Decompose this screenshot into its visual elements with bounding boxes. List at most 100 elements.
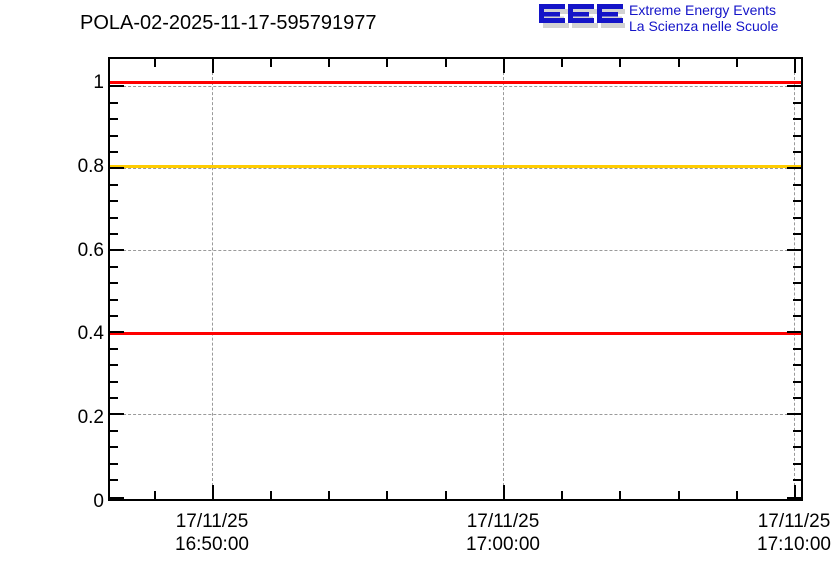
y-tick-minor-right — [793, 446, 801, 448]
y-tick-minor — [110, 135, 118, 137]
gridline-horizontal — [108, 168, 803, 169]
logo-line-1: Extreme Energy Events — [629, 2, 777, 18]
plot-area — [108, 57, 803, 501]
y-tick-major-right — [787, 249, 801, 251]
x-tick-label-3: 17/11/25 17:10:00 — [714, 510, 836, 556]
x-tick-minor — [736, 491, 738, 499]
y-tick-minor-right — [793, 397, 801, 399]
x-tick-minor-top — [619, 59, 621, 67]
threshold-line-upper — [108, 81, 803, 84]
y-tick-minor-right — [793, 118, 801, 120]
y-tick-minor — [110, 233, 118, 235]
y-tick-minor — [110, 397, 118, 399]
y-axis-tick-labels: 0 0.2 0.4 0.6 0.8 1 — [38, 57, 104, 511]
y-tick-minor — [110, 118, 118, 120]
y-tick-major — [110, 331, 124, 333]
y-tick-major — [110, 497, 124, 499]
y-tick-major — [110, 249, 124, 251]
x-tick-minor — [386, 491, 388, 499]
gridline-vertical — [794, 57, 795, 501]
axis-line-top — [108, 57, 803, 59]
x-tick-minor-top — [328, 59, 330, 67]
y-tick-minor — [110, 266, 118, 268]
y-tick-minor-right — [793, 102, 801, 104]
y-tick-minor-right — [793, 184, 801, 186]
x-tick-minor-top — [445, 59, 447, 67]
y-tick-minor-right — [793, 266, 801, 268]
x-tick-major-top — [794, 59, 796, 73]
y-tick-minor — [110, 217, 118, 219]
gridline-horizontal — [108, 414, 803, 415]
y-tick-label-0: 0 — [93, 491, 104, 512]
threshold-line-warning — [108, 165, 803, 168]
y-tick-label-1: 1 — [93, 72, 104, 93]
x-tick-major — [212, 485, 214, 499]
y-tick-label-0-8: 0.8 — [77, 156, 104, 177]
y-tick-minor — [110, 299, 118, 301]
y-tick-minor-right — [793, 364, 801, 366]
x-tick-label-3-time: 17:10:00 — [757, 534, 831, 555]
y-tick-minor-right — [793, 315, 801, 317]
x-tick-minor — [619, 491, 621, 499]
x-tick-label-1-date: 17/11/25 — [175, 511, 249, 532]
y-tick-minor — [110, 348, 118, 350]
x-tick-minor-top — [270, 59, 272, 67]
y-tick-minor — [110, 463, 118, 465]
y-tick-minor-right — [793, 430, 801, 432]
y-tick-major — [110, 167, 124, 169]
y-tick-minor — [110, 200, 118, 202]
x-tick-minor — [445, 491, 447, 499]
y-tick-minor-right — [793, 151, 801, 153]
threshold-line-lower — [108, 332, 803, 335]
x-tick-major-top — [503, 59, 505, 73]
logo-line-2: La Scienza nelle Scuole — [629, 18, 779, 34]
x-tick-minor-top — [386, 59, 388, 67]
y-tick-minor-right — [793, 200, 801, 202]
y-tick-major-right — [787, 167, 801, 169]
x-tick-label-3-date: 17/11/25 — [757, 511, 831, 532]
y-tick-minor-right — [793, 135, 801, 137]
x-tick-minor-top — [678, 59, 680, 67]
eee-logo-icon — [537, 3, 625, 34]
x-tick-label-2: 17/11/25 17:00:00 — [423, 510, 583, 556]
x-tick-label-1-time: 16:50:00 — [175, 534, 249, 555]
y-tick-minor — [110, 364, 118, 366]
eee-logo: Extreme Energy Events La Scienza nelle S… — [537, 2, 836, 36]
axis-line-bottom — [108, 499, 803, 501]
y-tick-minor — [110, 381, 118, 383]
y-axis-title-text: fraction of events with X2 < 10.0 — [0, 0, 6, 26]
y-tick-major — [110, 413, 124, 415]
y-tick-minor-right — [793, 233, 801, 235]
x-tick-minor — [678, 491, 680, 499]
gridline-horizontal — [108, 250, 803, 251]
y-tick-minor-right — [793, 217, 801, 219]
x-tick-minor-top — [736, 59, 738, 67]
x-tick-minor — [270, 491, 272, 499]
axis-line-right — [801, 57, 803, 501]
y-tick-minor — [110, 282, 118, 284]
y-axis-title: fraction of events with X2 < 10.0 — [0, 0, 34, 505]
x-tick-label-2-date: 17/11/25 — [466, 511, 540, 532]
x-tick-major — [794, 485, 796, 499]
y-tick-minor — [110, 151, 118, 153]
y-tick-major — [110, 85, 124, 87]
y-tick-minor-right — [793, 299, 801, 301]
gridline-horizontal — [108, 86, 803, 87]
x-tick-minor-top — [154, 59, 156, 67]
x-axis-tick-labels: 17/11/25 16:50:00 17/11/25 17:00:00 17/1… — [0, 501, 836, 572]
x-tick-minor — [561, 491, 563, 499]
x-tick-minor-top — [561, 59, 563, 67]
y-tick-major-right — [787, 413, 801, 415]
y-tick-minor-right — [793, 282, 801, 284]
y-tick-minor — [110, 315, 118, 317]
eee-logo-text: Extreme Energy Events La Scienza nelle S… — [629, 2, 836, 34]
y-tick-major-right — [787, 85, 801, 87]
y-tick-major-right — [787, 331, 801, 333]
x-tick-label-1: 17/11/25 16:50:00 — [132, 510, 292, 556]
y-tick-minor — [110, 184, 118, 186]
x-tick-minor — [154, 491, 156, 499]
y-tick-minor — [110, 479, 118, 481]
axis-line-left — [108, 57, 110, 501]
gridline-vertical — [212, 57, 213, 501]
